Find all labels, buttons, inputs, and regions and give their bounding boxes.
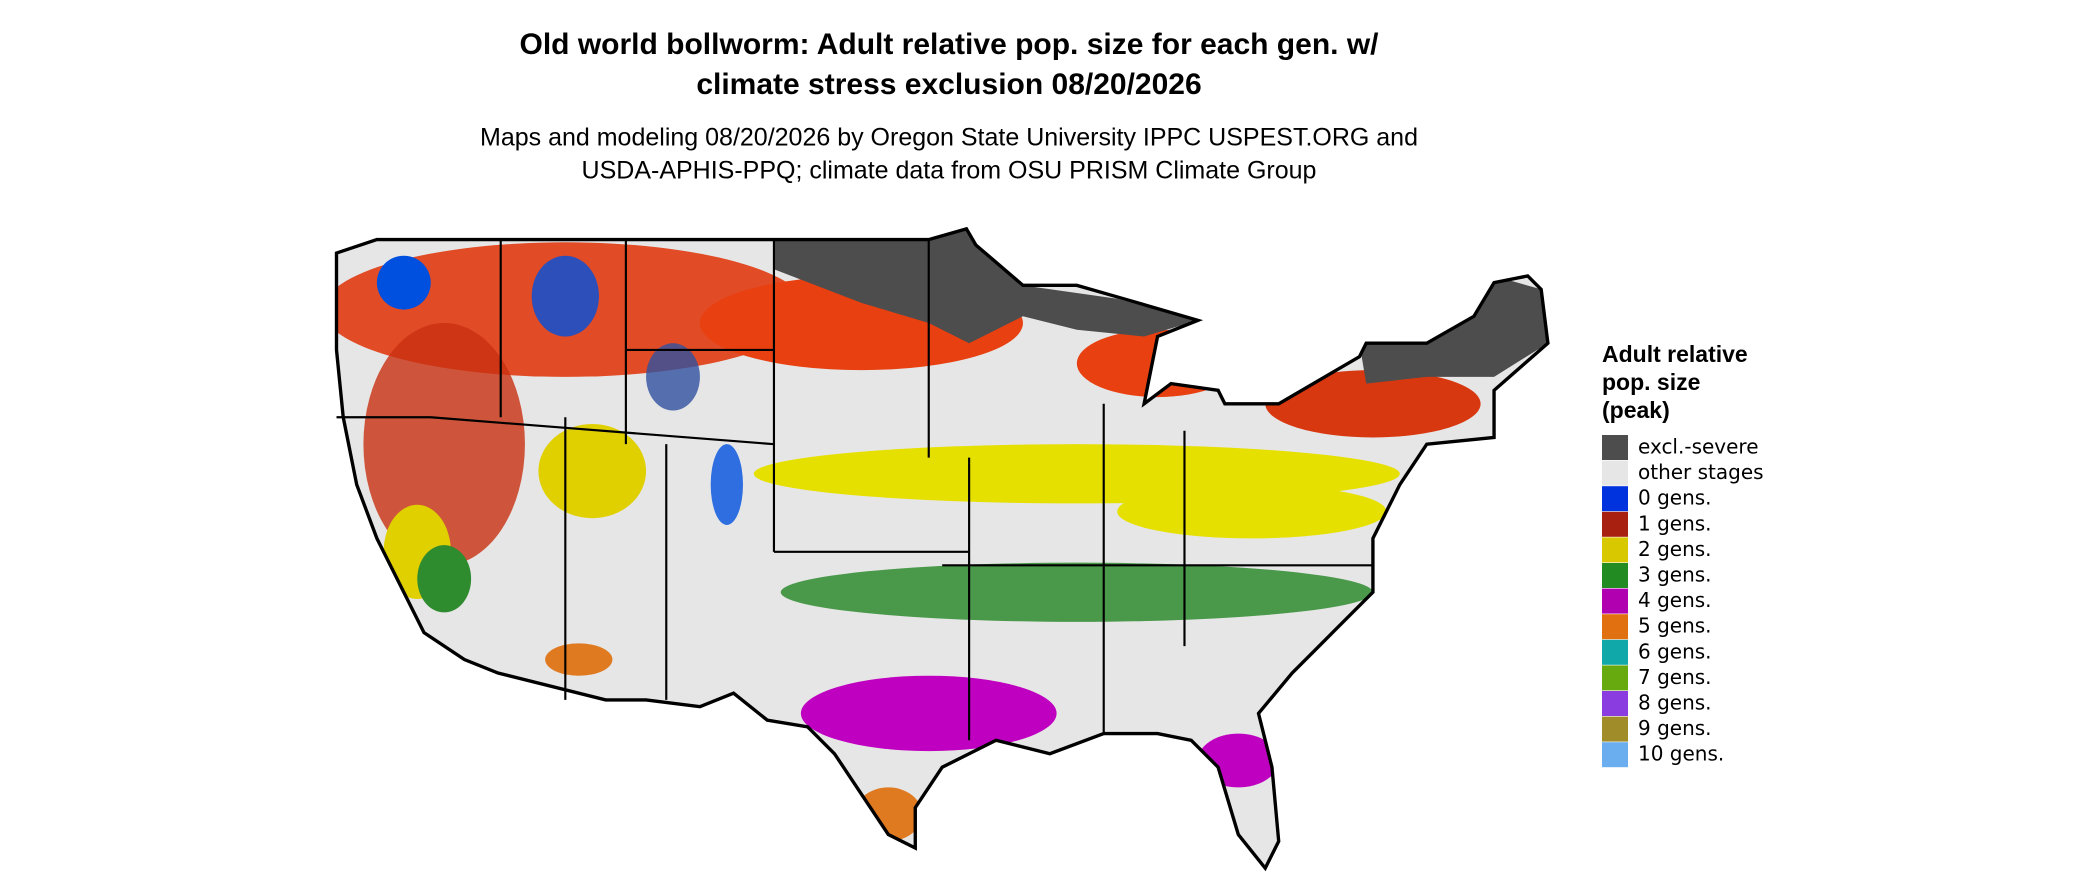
state-lines bbox=[336, 239, 1373, 741]
legend-label: 10 gens. bbox=[1638, 742, 1724, 766]
legend-label: 1 gens. bbox=[1638, 511, 1712, 535]
map bbox=[334, 226, 1550, 872]
legend-label: 0 gens. bbox=[1638, 486, 1712, 510]
legend-swatch bbox=[1602, 691, 1628, 716]
map-zones bbox=[336, 228, 1548, 842]
legend-label: 8 gens. bbox=[1638, 691, 1712, 715]
legend-title: Adult relative bbox=[1602, 341, 1748, 367]
legend-label: other stages bbox=[1638, 460, 1764, 484]
subtitle-line: Maps and modeling 08/20/2026 by Oregon S… bbox=[480, 124, 1418, 152]
legend-label: 2 gens. bbox=[1638, 537, 1712, 561]
legend-label: 3 gens. bbox=[1638, 563, 1712, 587]
legend-swatch bbox=[1602, 665, 1628, 691]
legend-label: 7 gens. bbox=[1638, 665, 1712, 689]
legend-swatch bbox=[1602, 435, 1628, 460]
titles: Old world bollworm: Adult relative pop. … bbox=[480, 28, 1418, 185]
legend-swatch bbox=[1602, 460, 1628, 486]
legend-label: 6 gens. bbox=[1638, 639, 1712, 663]
legend-swatch bbox=[1602, 716, 1628, 742]
legend-label: excl.-severe bbox=[1638, 435, 1759, 459]
legend-swatch bbox=[1602, 742, 1628, 768]
legend-label: 9 gens. bbox=[1638, 716, 1712, 740]
subtitle-line: USDA-APHIS-PPQ; climate data from OSU PR… bbox=[582, 157, 1317, 185]
legend-label: 5 gens. bbox=[1638, 614, 1712, 638]
legend-swatch bbox=[1602, 537, 1628, 563]
legend-swatch bbox=[1602, 511, 1628, 537]
title-line: Old world bollworm: Adult relative pop. … bbox=[520, 28, 1380, 61]
us-outline bbox=[334, 226, 1550, 872]
legend-swatch bbox=[1602, 614, 1628, 640]
legend-swatch bbox=[1602, 588, 1628, 614]
us-land bbox=[336, 228, 1548, 869]
title-line: climate stress exclusion 08/20/2026 bbox=[696, 68, 1201, 101]
legend-swatch bbox=[1602, 639, 1628, 665]
legend-swatch bbox=[1602, 486, 1628, 512]
legend-label: 4 gens. bbox=[1638, 588, 1712, 612]
legend-title: (peak) bbox=[1602, 397, 1670, 423]
legend-title: pop. size bbox=[1602, 369, 1700, 395]
legend-swatch bbox=[1602, 563, 1628, 588]
